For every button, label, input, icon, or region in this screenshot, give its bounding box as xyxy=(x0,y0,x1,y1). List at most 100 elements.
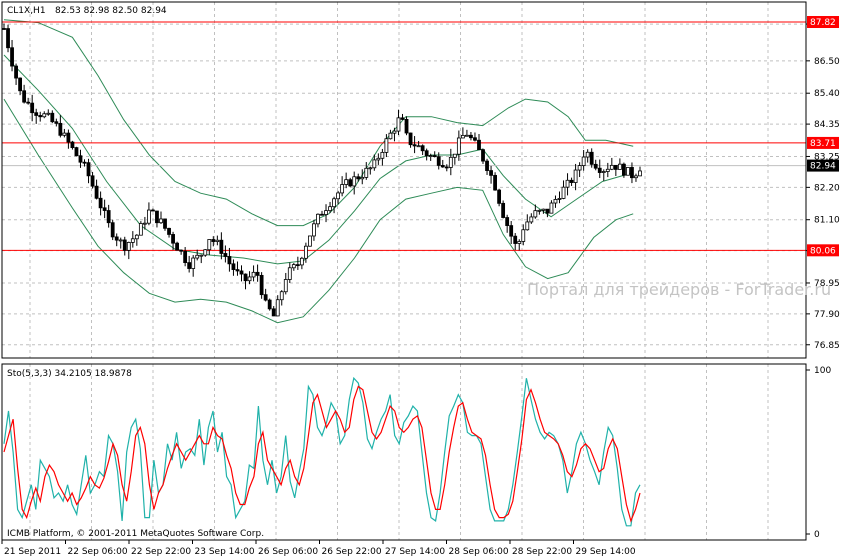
candle-body xyxy=(465,134,469,137)
candle-body xyxy=(352,176,357,187)
candle-body xyxy=(509,225,514,237)
candle-body xyxy=(118,239,123,242)
candle-body xyxy=(86,162,91,177)
candle-body xyxy=(255,271,260,276)
candle-body xyxy=(312,223,316,237)
level-tag-label: 80.06 xyxy=(810,246,836,256)
candle-body xyxy=(227,256,232,265)
candle-body xyxy=(299,257,304,266)
candle-body xyxy=(332,198,336,208)
candle-body xyxy=(114,236,119,241)
candle-body xyxy=(235,269,240,272)
upper-band-line xyxy=(3,19,634,227)
candle-body xyxy=(138,223,143,236)
candle-body xyxy=(356,176,361,180)
candle-body xyxy=(207,239,212,251)
candle-body xyxy=(456,137,461,155)
candle-body xyxy=(6,28,10,49)
candle-body xyxy=(26,101,31,104)
price-axis-tick-label: 85.40 xyxy=(814,89,840,99)
candle-body xyxy=(613,164,618,170)
candle-body xyxy=(340,184,345,194)
candle-body xyxy=(283,279,288,293)
price-axis-tick-label: 83.25 xyxy=(814,152,840,162)
candle-body xyxy=(444,166,449,169)
candle-body xyxy=(106,210,111,224)
price-header-symbol: CL1X,H1 xyxy=(7,6,46,16)
candle-body xyxy=(448,156,453,168)
level-tag-label: 87.82 xyxy=(810,18,836,28)
candle-body xyxy=(279,291,284,301)
candle-body xyxy=(271,308,276,317)
candle-body xyxy=(171,234,175,244)
candle-body xyxy=(420,145,425,152)
candle-body xyxy=(493,174,497,191)
candle-body xyxy=(18,77,23,92)
time-axis: 21 Sep 2011 22 Sep 06:00 22 Sep 22:00 23 Se… xyxy=(1,540,636,557)
candle-body xyxy=(259,274,264,296)
time-axis-tick-label: 28 Sep 06:00 xyxy=(449,547,509,557)
candle-body xyxy=(621,163,626,176)
candle-body xyxy=(481,149,485,162)
candle-body xyxy=(122,239,127,251)
price-axis-tick-label: 78.95 xyxy=(814,279,840,289)
candle-body xyxy=(521,229,526,242)
candle-body xyxy=(102,207,107,211)
price-header-ohlc: 82.53 82.98 82.50 82.94 xyxy=(55,6,167,16)
candle-body xyxy=(376,157,381,161)
middle-band-line xyxy=(3,54,634,265)
candle-body xyxy=(58,122,63,136)
candle-body xyxy=(638,170,642,177)
candle-body xyxy=(348,179,353,187)
candle-body xyxy=(541,208,546,211)
candle-body xyxy=(553,199,558,204)
candle-body xyxy=(344,179,349,185)
candle-body xyxy=(98,197,103,209)
candle-body xyxy=(630,167,634,179)
candle-body xyxy=(634,175,638,179)
candle-body xyxy=(561,186,566,199)
candle-body xyxy=(585,151,590,158)
candle-body xyxy=(50,112,55,123)
candle-body xyxy=(626,167,630,176)
candle-body xyxy=(460,135,465,139)
candle-body xyxy=(295,264,300,267)
price-axis-tick-label: 77.90 xyxy=(814,310,840,320)
candle-body xyxy=(320,213,324,216)
candle-body xyxy=(328,206,332,212)
candle-body xyxy=(191,257,196,269)
level-tag-label: 83.71 xyxy=(810,139,836,149)
candle-body xyxy=(126,242,131,251)
copyright-text: ICMB Platform, © 2001-2011 MetaQuotes So… xyxy=(7,529,264,539)
candle-body xyxy=(569,179,574,183)
candle-body xyxy=(400,117,405,120)
current-price-tag xyxy=(807,159,839,172)
candle-body xyxy=(231,263,236,270)
candle-body xyxy=(263,294,268,301)
candle-body xyxy=(62,132,67,136)
candle-body xyxy=(195,254,200,259)
candle-body xyxy=(215,239,220,242)
candle-body xyxy=(505,217,510,226)
candle-body xyxy=(489,170,493,176)
candle-body xyxy=(557,198,562,200)
candle-body xyxy=(477,139,481,151)
candle-body xyxy=(501,202,506,218)
candle-body xyxy=(609,164,614,170)
candle-body xyxy=(565,179,570,188)
price-axis-tick-label: 82.20 xyxy=(814,183,840,193)
candle-body xyxy=(275,299,280,317)
time-axis-tick-label: 22 Sep 22:00 xyxy=(131,547,191,557)
time-axis-tick-label: 26 Sep 22:00 xyxy=(322,547,382,557)
candle-body xyxy=(485,160,489,171)
current-price-label: 82.94 xyxy=(810,162,836,172)
candle-body xyxy=(388,132,393,140)
candle-body xyxy=(384,138,389,153)
time-axis-tick-label: 27 Sep 14:00 xyxy=(385,547,445,557)
candle-body xyxy=(163,218,167,229)
candle-body xyxy=(605,168,610,172)
candle-body xyxy=(175,242,179,251)
candle-body xyxy=(46,112,51,115)
candle-body xyxy=(404,119,409,134)
candle-body xyxy=(14,65,18,79)
